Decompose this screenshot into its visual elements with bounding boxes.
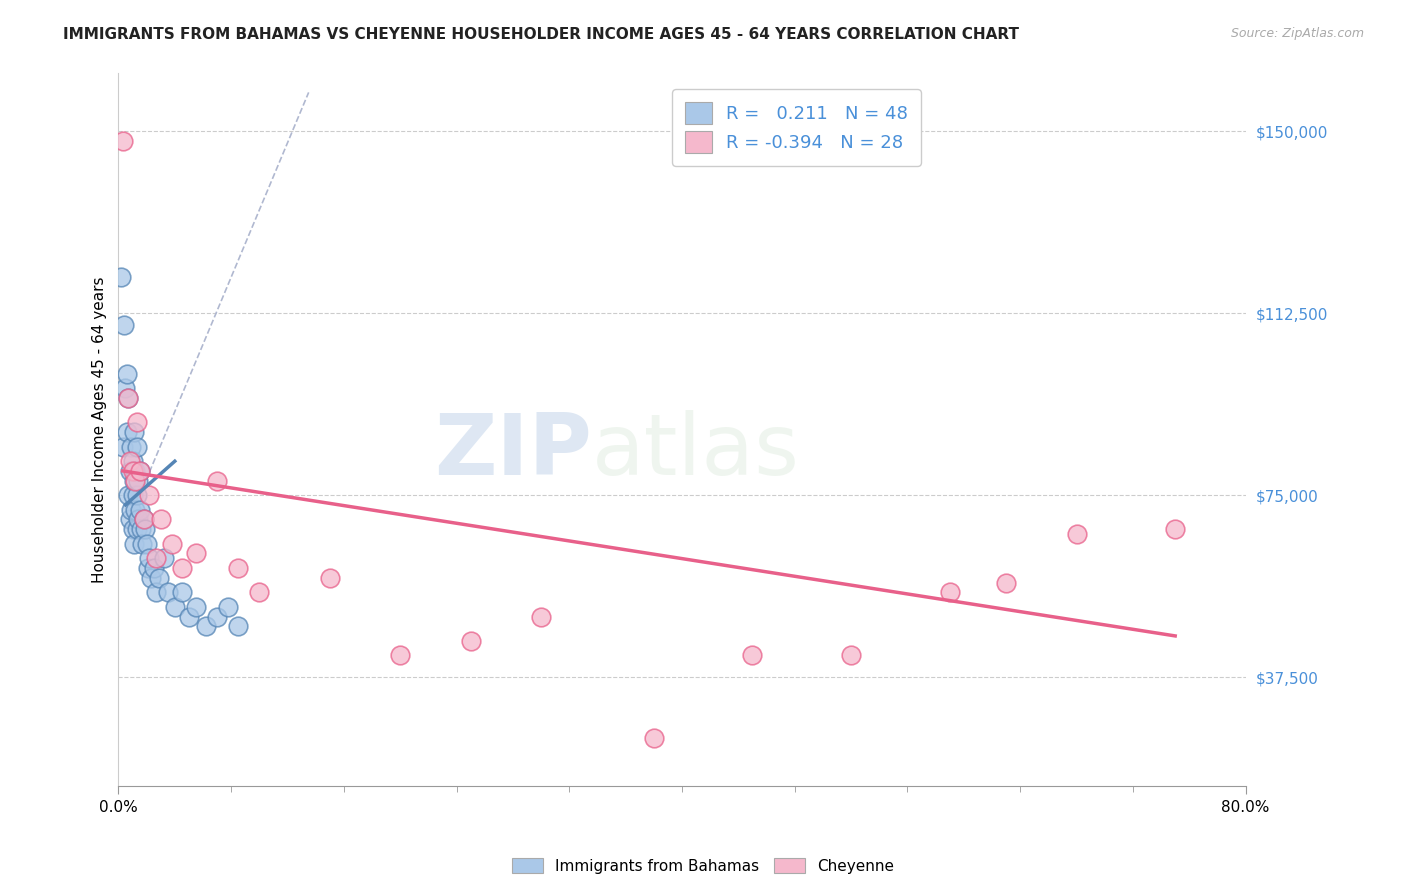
Point: [530, 609, 553, 624]
Point: [389, 648, 412, 663]
Point: [839, 648, 862, 663]
Point: [128, 502, 150, 516]
Point: [160, 537, 183, 551]
Point: [170, 561, 193, 575]
Point: [460, 633, 482, 648]
Point: [124, 464, 146, 478]
Point: [138, 551, 160, 566]
Point: [1164, 522, 1187, 536]
Point: [184, 546, 207, 560]
Point: [142, 561, 165, 575]
Point: [148, 571, 170, 585]
Point: [995, 575, 1018, 590]
Point: [643, 731, 665, 745]
Point: [127, 512, 149, 526]
Point: [121, 454, 143, 468]
Point: [152, 551, 174, 566]
Text: IMMIGRANTS FROM BAHAMAS VS CHEYENNE HOUSEHOLDER INCOME AGES 45 - 64 YEARS CORREL: IMMIGRANTS FROM BAHAMAS VS CHEYENNE HOUS…: [63, 27, 1019, 42]
Point: [122, 537, 145, 551]
Point: [163, 599, 186, 614]
Point: [121, 464, 143, 478]
Point: [122, 425, 145, 439]
Point: [145, 551, 167, 566]
Point: [194, 619, 217, 633]
Point: [205, 609, 228, 624]
Point: [114, 381, 136, 395]
Point: [127, 474, 149, 488]
Point: [124, 474, 146, 488]
Point: [128, 464, 150, 478]
Legend: Immigrants from Bahamas, Cheyenne: Immigrants from Bahamas, Cheyenne: [506, 852, 900, 880]
Point: [110, 269, 132, 284]
Point: [121, 522, 143, 536]
Point: [115, 367, 138, 381]
Text: atlas: atlas: [592, 409, 800, 492]
Point: [938, 585, 960, 599]
Point: [111, 440, 134, 454]
Point: [205, 474, 228, 488]
Point: [145, 585, 167, 599]
Point: [135, 537, 157, 551]
Point: [170, 585, 193, 599]
Point: [125, 488, 148, 502]
Text: ZIP: ZIP: [434, 409, 592, 492]
Point: [118, 464, 141, 478]
Point: [226, 561, 249, 575]
Point: [124, 502, 146, 516]
Point: [177, 609, 200, 624]
Point: [117, 391, 139, 405]
Point: [129, 522, 152, 536]
Point: [125, 522, 148, 536]
Point: [184, 599, 207, 614]
Point: [1066, 527, 1088, 541]
Point: [217, 599, 239, 614]
Point: [118, 454, 141, 468]
Point: [132, 512, 155, 526]
Point: [136, 561, 159, 575]
Point: [156, 585, 179, 599]
Point: [120, 502, 142, 516]
Point: [118, 512, 141, 526]
Point: [149, 512, 172, 526]
Point: [111, 134, 134, 148]
Point: [138, 488, 160, 502]
Point: [132, 512, 155, 526]
Point: [112, 318, 135, 333]
Point: [117, 488, 139, 502]
Point: [117, 391, 139, 405]
Point: [741, 648, 763, 663]
Point: [121, 488, 143, 502]
Text: Source: ZipAtlas.com: Source: ZipAtlas.com: [1230, 27, 1364, 40]
Point: [134, 522, 156, 536]
Point: [115, 425, 138, 439]
Point: [226, 619, 249, 633]
Y-axis label: Householder Income Ages 45 - 64 years: Householder Income Ages 45 - 64 years: [93, 277, 107, 583]
Point: [247, 585, 270, 599]
Point: [319, 571, 342, 585]
Point: [120, 440, 142, 454]
Point: [139, 571, 162, 585]
Legend: R =   0.211   N = 48, R = -0.394   N = 28: R = 0.211 N = 48, R = -0.394 N = 28: [672, 89, 921, 166]
Point: [128, 464, 150, 478]
Point: [125, 440, 148, 454]
Point: [125, 416, 148, 430]
Point: [131, 537, 153, 551]
Point: [122, 474, 145, 488]
